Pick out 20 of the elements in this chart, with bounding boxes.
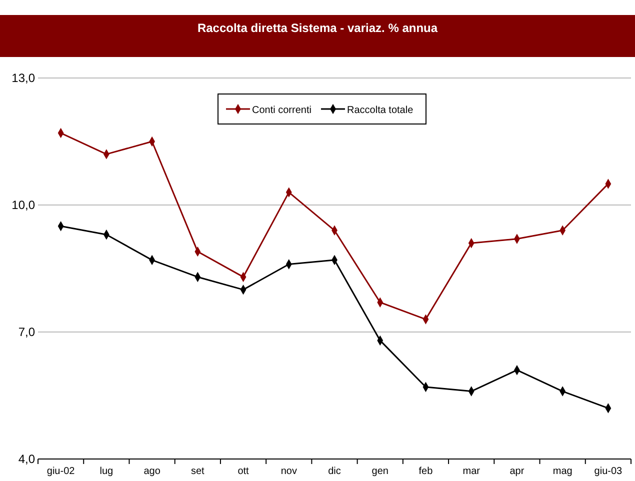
x-tick-label: gen [372, 466, 388, 477]
y-tick-label: 13,0 [12, 70, 36, 85]
x-tick-label: ago [144, 466, 161, 477]
x-tick-label: lug [100, 466, 114, 477]
x-tick-label: giu-02 [46, 466, 76, 477]
x-tick-label: nov [280, 466, 297, 477]
x-tick-label: giu-03 [594, 466, 623, 477]
x-tick-label: mar [462, 466, 481, 477]
x-tick-label: apr [510, 466, 525, 477]
chart-title: Raccolta diretta Sistema - variaz. % annua [197, 21, 438, 35]
y-tick-label: 7,0 [18, 324, 36, 339]
y-tick-label: 4,0 [18, 452, 36, 466]
legend-label: Raccolta totale [347, 105, 414, 116]
x-tick-label: mag [552, 466, 572, 477]
x-tick-label: set [190, 466, 205, 477]
x-tick-label: feb [418, 466, 434, 477]
x-tick-label: dic [328, 466, 341, 477]
y-tick-label: 10,0 [12, 198, 36, 212]
x-tick-label: ott [238, 466, 250, 477]
legend-label: Conti correnti [252, 105, 312, 116]
